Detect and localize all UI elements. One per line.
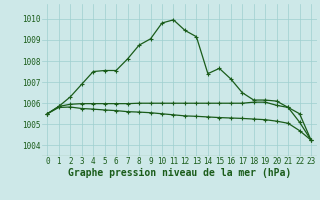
X-axis label: Graphe pression niveau de la mer (hPa): Graphe pression niveau de la mer (hPa) — [68, 168, 291, 178]
